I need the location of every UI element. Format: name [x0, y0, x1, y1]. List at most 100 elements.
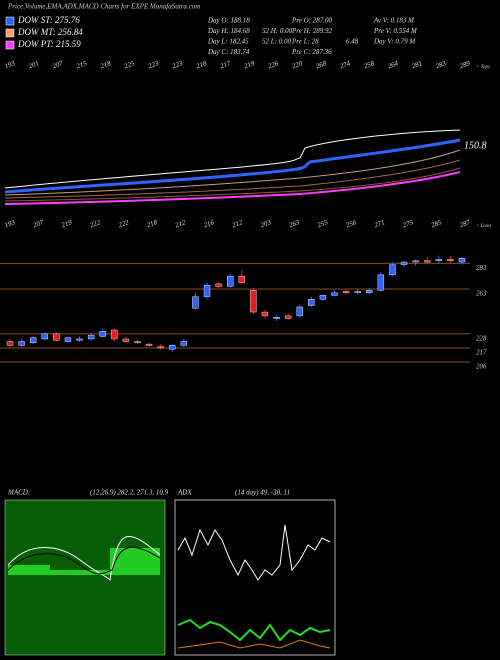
tops-label: 226 — [267, 59, 280, 70]
stat: Pre V: 0.554 M — [373, 27, 418, 35]
stat: Pre O: 287.00 — [291, 17, 332, 25]
tops-label: 217 — [219, 59, 232, 70]
candle-body — [447, 259, 454, 261]
lows-label: 207 — [32, 218, 45, 229]
stat: 52 L: 0.00 — [262, 38, 291, 46]
tops-label: 215 — [75, 59, 88, 70]
stat: Day O: 188.18 — [207, 17, 250, 25]
price-level-label: 228 — [476, 334, 487, 342]
candle-body — [354, 291, 361, 293]
price-level-label: 263 — [476, 290, 487, 298]
stat: Day V: 0.79 M — [373, 38, 416, 46]
macd-name: MACD: — [7, 489, 30, 497]
candle-body — [424, 260, 431, 263]
candle-body — [87, 334, 95, 340]
lows-label: 287 — [458, 218, 471, 229]
candle-body — [111, 329, 118, 340]
tops-label: 201 — [27, 59, 40, 70]
candle-body — [180, 341, 188, 346]
stat: Day L: 182.45 — [207, 38, 249, 46]
stat: 6.48 — [346, 38, 359, 46]
candle-body — [284, 315, 292, 319]
candle-body — [169, 345, 176, 350]
candle-body — [64, 337, 72, 342]
candle-body — [157, 346, 164, 349]
lows-label: 212 — [174, 218, 187, 229]
candle-body — [319, 295, 327, 300]
candle-body — [331, 292, 338, 296]
candle-body — [99, 331, 106, 337]
candle-body — [215, 283, 222, 287]
tops-label: 207 — [51, 59, 64, 70]
candle-body — [134, 341, 141, 344]
lows-marker: < Lows — [476, 224, 491, 229]
tops-label: 223 — [147, 59, 160, 70]
lows-label: 275 — [402, 218, 415, 229]
lows-label: 271 — [373, 218, 386, 229]
candle-body — [389, 264, 396, 276]
lows-label: 222 — [89, 218, 102, 229]
lows-label: 256 — [345, 218, 358, 229]
candle-body — [227, 275, 234, 287]
tops-label: 223 — [171, 59, 184, 70]
candle-body — [41, 333, 48, 340]
tops-label: 268 — [315, 59, 328, 70]
adx-name: ADX — [177, 489, 192, 497]
candle-body — [342, 291, 350, 294]
candle-body — [273, 316, 280, 319]
legend-swatch — [5, 16, 15, 26]
candle-body — [122, 338, 130, 342]
candle-body — [6, 341, 14, 346]
tops-label: 258 — [363, 59, 376, 70]
tops-label: 264 — [387, 59, 400, 70]
lows-label: 255 — [316, 218, 329, 229]
page-title: Price,Volume,EMA,ADX,MACD Charts for EXP… — [7, 3, 200, 11]
candle-body — [18, 341, 25, 346]
lows-label: 263 — [288, 218, 301, 229]
candle-body — [250, 290, 257, 313]
legend-label: DOW ST: 275.76 — [17, 15, 80, 25]
stat: Pre L: 28 — [291, 38, 319, 46]
legend-swatch — [5, 28, 15, 38]
candle-body — [261, 311, 269, 317]
candle-body — [238, 275, 245, 283]
tops-marker: < Tops — [476, 65, 490, 70]
ema-label: 150.8 — [464, 140, 487, 151]
ema-lines — [4, 129, 461, 205]
tops-label: 274 — [339, 59, 352, 70]
stat: Av V: 0.183 M — [373, 17, 415, 25]
tops-label: 193 — [3, 59, 16, 70]
price-level-label: 206 — [476, 363, 487, 371]
lows-label: 216 — [203, 218, 216, 229]
tops-label: 225 — [123, 59, 136, 70]
candle-body — [192, 296, 199, 309]
candle-body — [76, 338, 83, 341]
tops-label: 219 — [243, 59, 256, 70]
legend-label: DOW PT: 215.59 — [17, 39, 81, 49]
adx-label: (14 day) 49, -30, 11 — [235, 489, 290, 497]
lows-label: 212 — [231, 218, 244, 229]
price-level-label: 217 — [476, 349, 487, 357]
tops-label: 218 — [195, 59, 208, 70]
lows-label: 218 — [146, 218, 159, 229]
candle-body — [296, 306, 303, 317]
lows-label: 193 — [3, 218, 16, 229]
candle-body — [29, 337, 37, 344]
candle-body — [308, 299, 315, 306]
stat: 52 H: 0.00 — [262, 27, 293, 35]
stat: Pre H: 289.92 — [291, 27, 332, 35]
candle-body — [366, 290, 373, 294]
tops-label: 283 — [435, 59, 448, 70]
lows-label: 203 — [259, 218, 272, 229]
stat: Day C: 183.74 — [207, 48, 250, 56]
candle-body — [145, 343, 153, 346]
legend-label: DOW MT: 256.84 — [17, 27, 83, 37]
tops-label: 218 — [99, 59, 112, 70]
lows-label: 219 — [60, 218, 73, 229]
candle-body — [203, 284, 211, 297]
candle-body — [412, 260, 419, 263]
macd-label: (12,26,9) 282.2, 271.3, 10.9 — [90, 489, 169, 497]
candle-body — [458, 258, 466, 263]
price-level-label: 283 — [476, 264, 487, 272]
